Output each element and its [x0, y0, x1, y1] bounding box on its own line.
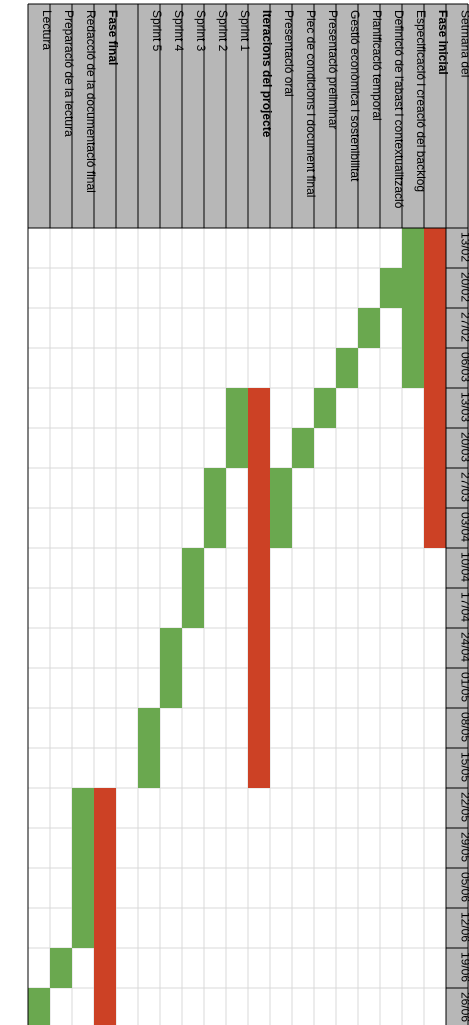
task-bar — [182, 548, 204, 628]
week-tick-label: 27/02 — [459, 312, 469, 342]
week-tick-label: 08/05 — [459, 712, 469, 742]
task-bar — [226, 388, 248, 468]
phase-bar — [94, 788, 116, 1025]
week-tick-label: 06/03 — [459, 352, 469, 382]
task-label: Sprint 1 — [238, 10, 252, 52]
task-bar — [50, 948, 72, 988]
phase-bar — [424, 228, 446, 548]
task-bar — [380, 268, 402, 308]
week-tick-label: 22/05 — [459, 792, 469, 822]
task-bar — [72, 788, 94, 948]
week-tick-label: 27/03 — [459, 472, 469, 502]
task-bar — [204, 468, 226, 548]
week-header-background — [446, 4, 469, 228]
week-tick-label: 10/04 — [459, 552, 469, 582]
task-label: Sprint 3 — [194, 10, 208, 52]
task-label: Preparació de la lectura — [62, 10, 76, 137]
week-tick-label: 19/06 — [459, 952, 469, 982]
week-tick-label: 05/06 — [459, 872, 469, 902]
week-tick-label: 15/05 — [459, 752, 469, 782]
task-label: Definició de l'abast i contextualització — [392, 10, 406, 209]
task-label: Redacció de la documentació final — [84, 10, 98, 193]
task-label: Planificació temporal — [370, 10, 384, 121]
phase-label: Fase inicial — [436, 10, 450, 75]
week-tick-label: 24/04 — [459, 632, 469, 662]
phase-bar — [248, 388, 270, 788]
phase-label: Fase final — [106, 10, 120, 65]
task-label: Especificació i creació del backlog — [414, 10, 428, 192]
week-tick-label: 29/05 — [459, 832, 469, 862]
week-tick-label: 20/02 — [459, 272, 469, 302]
week-tick-label: 26/06 — [459, 992, 469, 1022]
task-label: Plec de condicions i document final — [304, 10, 318, 197]
task-bar — [28, 988, 50, 1025]
task-bar — [292, 428, 314, 468]
week-tick-label: 01/05 — [459, 672, 469, 702]
task-bar — [160, 628, 182, 708]
header-label: Setmana del — [459, 10, 469, 77]
phase-label: Iteracions del projecte — [260, 10, 274, 138]
week-tick-label: 13/03 — [459, 392, 469, 422]
week-tick-label: 12/06 — [459, 912, 469, 942]
task-label: Sprint 5 — [150, 10, 164, 52]
task-bar — [336, 348, 358, 388]
task-label: Sprint 4 — [172, 10, 186, 52]
task-label: Sprint 2 — [216, 10, 230, 52]
task-bar — [270, 468, 292, 548]
task-label: Gestió econòmica i sostenibilitat — [348, 10, 362, 182]
task-label: Lectura — [40, 10, 54, 50]
week-tick-label: 17/04 — [459, 592, 469, 622]
task-header-background — [28, 4, 446, 228]
week-tick-label: 03/04 — [459, 512, 469, 542]
week-column-background — [446, 228, 469, 1025]
task-label: Presentació preliminar — [326, 10, 340, 129]
task-bar — [314, 388, 336, 428]
week-tick-label: 20/03 — [459, 432, 469, 462]
task-bar — [402, 228, 424, 388]
task-bar — [358, 308, 380, 348]
task-label: Presentació oral — [282, 10, 296, 97]
task-bar — [138, 708, 160, 788]
week-tick-label: 13/02 — [459, 232, 469, 262]
